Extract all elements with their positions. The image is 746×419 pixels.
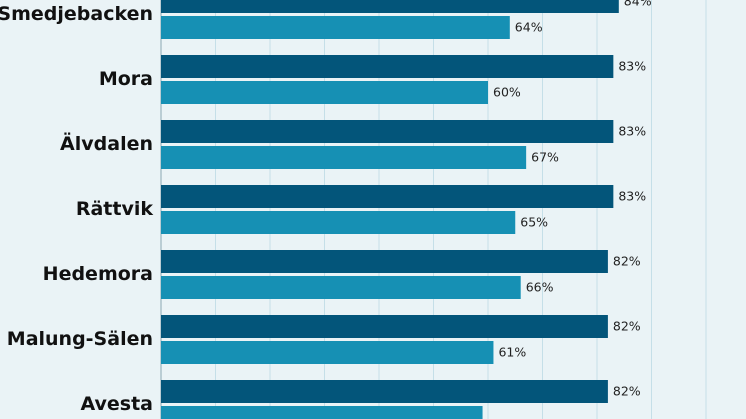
data-label: 83% [618,124,646,139]
category-label: Rättvik [76,198,154,220]
bar-series-1 [161,315,608,338]
bar-series-1 [161,250,608,273]
data-label: 83% [618,189,646,204]
bars-layer [161,0,619,419]
data-label: 66% [526,280,554,295]
category-label: Älvdalen [60,131,153,155]
category-label: Mora [99,68,153,90]
bar-series-2 [161,146,527,169]
data-label: 64% [515,20,543,35]
data-label: 84% [624,0,652,9]
data-label: 83% [618,59,646,74]
bar-series-1 [161,55,614,78]
category-label: Hedemora [43,263,153,285]
data-label: 82% [613,319,641,334]
data-label: 67% [531,150,559,165]
data-label: 60% [493,85,521,100]
bar-series-1 [161,185,614,208]
bar-series-2 [161,16,510,39]
bar-series-1 [161,380,608,403]
bar-series-2 [161,81,488,104]
bar-series-2 [161,341,494,364]
bar-series-1 [161,0,619,13]
bar-series-2 [161,276,521,299]
data-label: 61% [498,345,526,360]
data-label: 82% [613,254,641,269]
category-label: Malung-Sälen [7,328,153,350]
bar-series-1 [161,120,614,143]
category-label: Avesta [80,393,153,415]
bar-series-2 [161,406,483,419]
bar-series-2 [161,211,516,234]
data-label: 65% [520,215,548,230]
data-label: 82% [613,384,641,399]
category-label: Smedjebacken [0,3,153,25]
labels-layer: 84% 64% Smedjebacken 83% 60% Mora 83% 67% Älvdal… [0,0,652,415]
